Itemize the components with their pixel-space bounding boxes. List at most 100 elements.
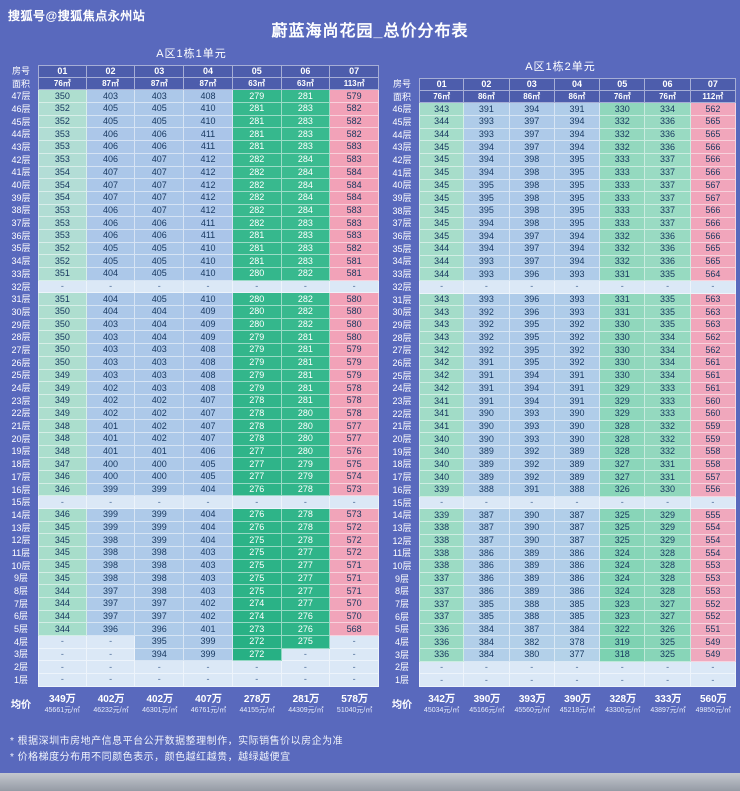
price-cell: 408 [184, 369, 233, 383]
avg-column: 390万 45166元/㎡ [464, 692, 509, 715]
empty-cell: - [330, 661, 379, 674]
empty-cell: - [645, 281, 691, 294]
price-cell: 350 [38, 90, 87, 104]
price-cell: 332 [600, 128, 646, 142]
price-cell: 335 [645, 293, 691, 307]
price-cell: 392 [509, 445, 555, 459]
price-cell: 344 [38, 610, 87, 624]
floor-label: 3层 [13, 649, 28, 660]
price-cell: 279 [232, 331, 282, 345]
price-cell: 336 [645, 141, 691, 155]
price-cell: 406 [86, 153, 136, 167]
price-cell: 344 [419, 255, 465, 269]
empty-cell: - [554, 496, 601, 510]
price-cell: 406 [184, 445, 233, 459]
avg-column: 328万 43300元/㎡ [600, 692, 645, 715]
price-cell: 281 [232, 115, 282, 129]
price-grid-unit1: 房号 01 02 03 04 05 06 07 面积 76㎡ 87㎡ 87㎡ 87㎡ 63㎡ 63㎡ 113㎡… [4, 65, 379, 687]
price-cell: 340 [419, 445, 465, 459]
price-cell: 571 [330, 559, 379, 573]
price-cell: 346 [38, 509, 87, 522]
empty-cell: - [645, 661, 691, 675]
empty-cell: - [232, 496, 282, 510]
price-cell: 278 [232, 394, 282, 408]
price-cell: 561 [690, 369, 736, 383]
floor-label: 4层 [394, 637, 409, 648]
price-cell: 398 [135, 559, 185, 573]
price-cell: 332 [645, 433, 691, 446]
price-cell: 400 [135, 471, 185, 484]
price-cell: 278 [281, 483, 331, 497]
price-cell: 278 [232, 420, 282, 433]
price-cell: 350 [38, 356, 87, 370]
price-cell: 333 [600, 204, 646, 218]
price-cell: 404 [184, 483, 233, 497]
price-cell: 391 [554, 382, 601, 396]
floor-label: 46层 [11, 103, 31, 114]
price-cell: 345 [419, 166, 465, 180]
price-cell: 574 [330, 471, 379, 484]
floor-label: 45层 [11, 116, 31, 127]
floor-label: 31层 [11, 294, 31, 305]
floor-label: 9层 [13, 573, 28, 584]
price-cell: 554 [690, 534, 736, 548]
avg-unit-price: 45661元/㎡ [44, 706, 81, 714]
price-cell: 282 [281, 318, 331, 332]
price-cell: 404 [135, 331, 185, 345]
footnote-color-legend: * 价格梯度分布用不同颜色表示，颜色越红越贵，越绿越便宜 [10, 752, 291, 763]
price-cell: 275 [232, 534, 282, 548]
empty-cell: - [232, 280, 282, 294]
price-cell: 386 [464, 585, 510, 599]
empty-cell: - [86, 661, 136, 674]
avg-price: 393万 [518, 694, 546, 705]
price-cell: 583 [330, 229, 379, 243]
price-cell: 392 [464, 331, 510, 345]
room-number-header: 02 [464, 78, 510, 91]
floor-label: 36层 [392, 231, 412, 242]
price-cell: 330 [600, 344, 646, 358]
price-cell: 402 [135, 407, 185, 421]
price-cell: 580 [330, 318, 379, 332]
price-cell: 393 [464, 268, 510, 281]
price-cell: 393 [509, 407, 555, 421]
price-cell: 331 [645, 458, 691, 472]
price-cell: 551 [690, 623, 736, 637]
avg-price: 390万 [473, 694, 501, 705]
price-cell: 328 [645, 560, 691, 573]
price-cell: 397 [135, 610, 185, 624]
empty-cell: - [645, 674, 691, 687]
area-header: 76㎡ [419, 90, 465, 104]
price-cell: 279 [232, 356, 282, 370]
empty-cell: - [135, 280, 185, 294]
price-cell: 329 [600, 395, 646, 408]
price-cell: 280 [281, 445, 331, 459]
price-cell: 281 [232, 141, 282, 154]
price-cell: 387 [464, 522, 510, 535]
price-cell: 391 [464, 369, 510, 383]
price-cell: 386 [554, 560, 601, 573]
price-cell: 341 [419, 420, 465, 434]
price-cell: 344 [419, 128, 465, 142]
price-cell: 345 [38, 547, 87, 560]
price-cell: 343 [419, 319, 465, 332]
price-cell: 380 [509, 648, 555, 662]
price-cell: 398 [86, 572, 136, 586]
price-cell: 339 [419, 484, 465, 497]
price-cell: 333 [600, 217, 646, 231]
price-cell: 353 [38, 204, 87, 218]
floor-label: 35层 [11, 243, 31, 254]
avg-unit-price: 49850元/㎡ [695, 707, 732, 714]
price-cell: 392 [509, 471, 555, 484]
price-cell: 325 [645, 636, 691, 649]
price-cell: 403 [86, 344, 136, 357]
price-cell: 407 [184, 394, 233, 408]
price-cell: 284 [281, 166, 331, 180]
empty-cell: - [330, 496, 379, 510]
price-cell: 333 [600, 192, 646, 205]
price-cell: 573 [330, 509, 379, 522]
price-cell: 283 [281, 115, 331, 129]
price-cell: 330 [600, 357, 646, 370]
price-cell: 336 [645, 255, 691, 269]
empty-cell: - [38, 674, 87, 687]
avg-price: 278万 [243, 693, 271, 705]
